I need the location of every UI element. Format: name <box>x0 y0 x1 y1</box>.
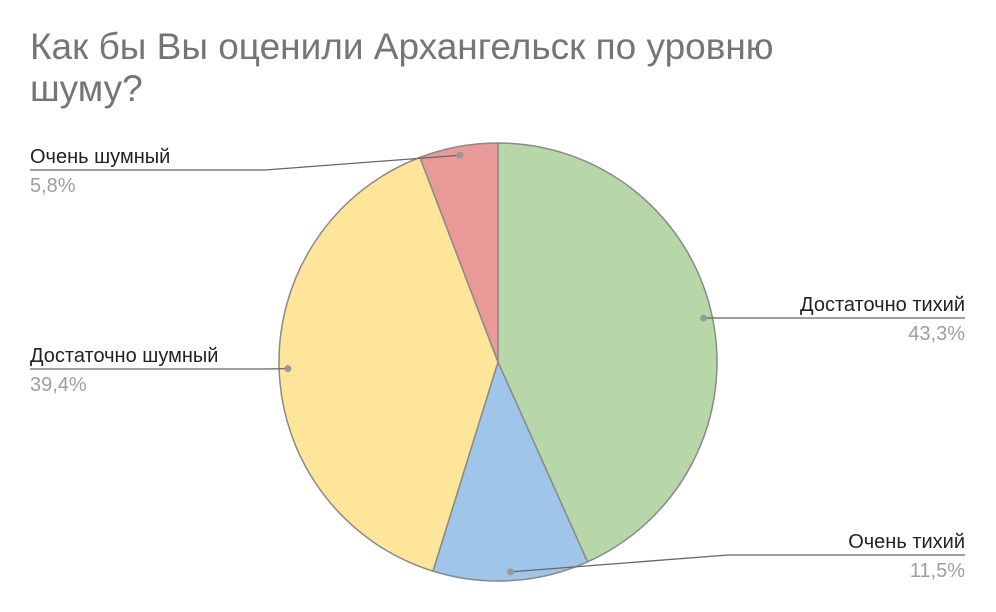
pie-slice <box>418 142 499 363</box>
slice-value-label: 5,8% <box>30 175 76 197</box>
slice-label: Очень шумный <box>30 146 170 168</box>
slice-label: Достаточно шумный <box>30 345 218 367</box>
leader-dot <box>700 314 708 322</box>
leader-dot <box>456 151 464 159</box>
slice-label: Достаточно тихий <box>800 294 965 316</box>
slice-value-label: 39,4% <box>30 374 87 396</box>
leader-line <box>30 154 460 171</box>
pie-slice <box>432 359 589 582</box>
leader-line <box>510 554 965 573</box>
leader-dot <box>507 568 515 576</box>
chart-title: Как бы Вы оценили Архангельск по уровню … <box>30 26 774 109</box>
slice-value-label: 43,3% <box>908 323 965 345</box>
slice-label: Очень тихий <box>848 531 965 553</box>
slice-value-label: 11,5% <box>910 560 965 582</box>
pie-slice <box>497 142 718 563</box>
leader-dot <box>284 365 292 373</box>
